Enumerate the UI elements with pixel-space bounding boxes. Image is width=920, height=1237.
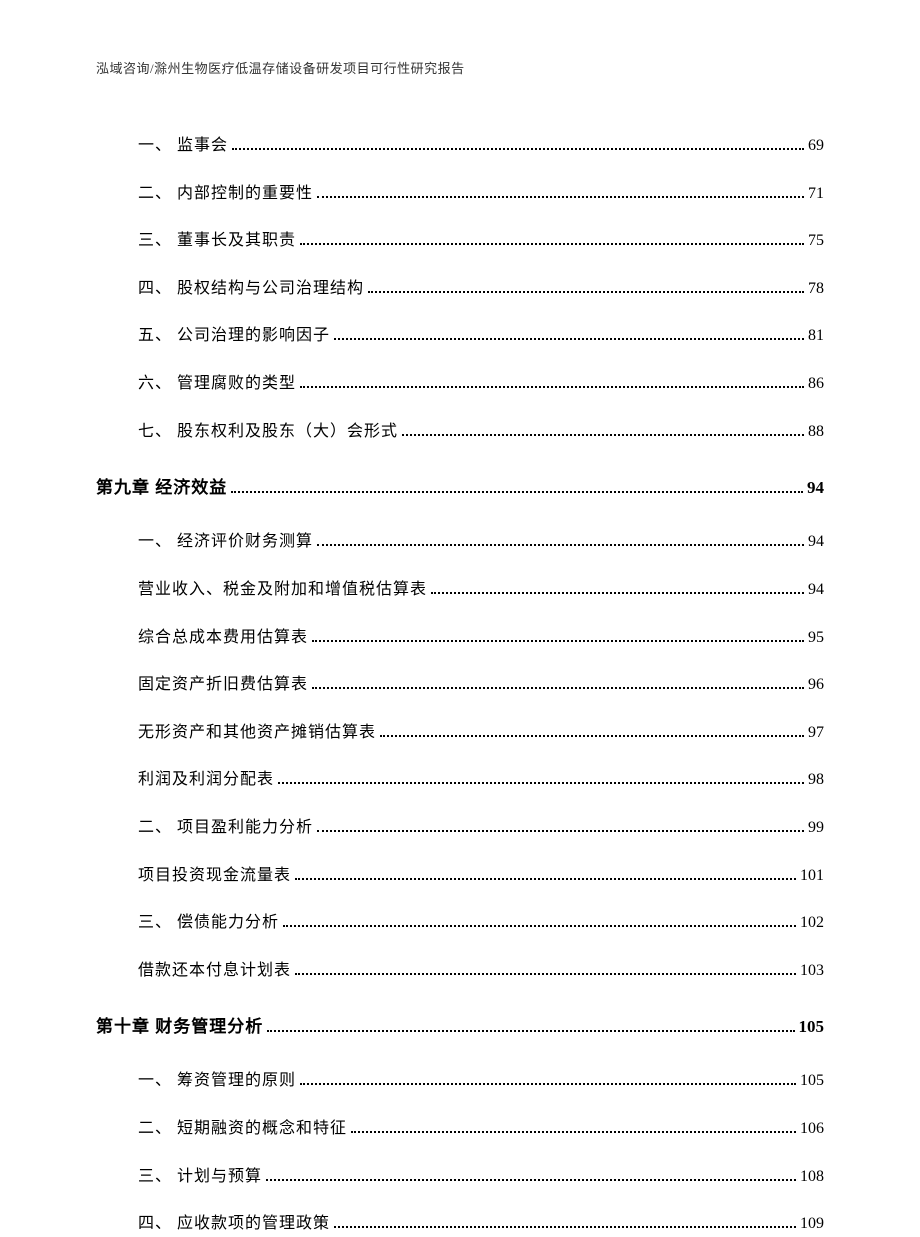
- toc-label: 一、 监事会: [138, 133, 228, 159]
- toc-leader-dots: [283, 925, 796, 927]
- toc-entry: 六、 管理腐败的类型 86: [96, 371, 824, 397]
- toc-page-number: 102: [800, 910, 824, 936]
- toc-leader-dots: [334, 338, 804, 340]
- toc-label: 借款还本付息计划表: [138, 958, 291, 984]
- toc-leader-dots: [317, 196, 804, 198]
- toc-leader-dots: [278, 782, 804, 784]
- toc-label: 无形资产和其他资产摊销估算表: [138, 720, 376, 746]
- toc-page-number: 69: [808, 133, 824, 159]
- toc-leader-dots: [312, 640, 804, 642]
- toc-label: 七、 股东权利及股东（大）会形式: [138, 419, 398, 445]
- document-header: 泓域咨询/滁州生物医疗低温存储设备研发项目可行性研究报告: [96, 58, 824, 77]
- toc-entry: 五、 公司治理的影响因子 81: [96, 323, 824, 349]
- toc-page-number: 71: [808, 181, 824, 207]
- toc-entry: 第九章 经济效益 94: [96, 474, 824, 501]
- toc-container: 一、 监事会 69 二、 内部控制的重要性 71 三、 董事长及其职责 75 四、 股权结构…: [96, 133, 824, 1237]
- toc-entry: 第十章 财务管理分析 105: [96, 1013, 824, 1040]
- toc-label: 项目投资现金流量表: [138, 863, 291, 889]
- toc-entry: 七、 股东权利及股东（大）会形式 88: [96, 419, 824, 445]
- toc-page-number: 95: [808, 625, 824, 651]
- toc-page-number: 94: [808, 529, 824, 555]
- toc-page-number: 97: [808, 720, 824, 746]
- toc-entry: 一、 监事会 69: [96, 133, 824, 159]
- toc-page-number: 94: [807, 474, 824, 501]
- toc-leader-dots: [368, 291, 804, 293]
- toc-page-number: 78: [808, 276, 824, 302]
- toc-entry: 无形资产和其他资产摊销估算表 97: [96, 720, 824, 746]
- toc-label: 六、 管理腐败的类型: [138, 371, 296, 397]
- toc-entry: 利润及利润分配表 98: [96, 767, 824, 793]
- toc-page-number: 103: [800, 958, 824, 984]
- toc-entry: 四、 应收款项的管理政策 109: [96, 1211, 824, 1237]
- toc-label: 利润及利润分配表: [138, 767, 274, 793]
- toc-label: 三、 计划与预算: [138, 1164, 262, 1190]
- toc-leader-dots: [267, 1030, 794, 1032]
- toc-page-number: 106: [800, 1116, 824, 1142]
- toc-label: 固定资产折旧费估算表: [138, 672, 308, 698]
- toc-label: 四、 应收款项的管理政策: [138, 1211, 330, 1237]
- toc-page-number: 105: [800, 1068, 824, 1094]
- toc-entry: 一、 经济评价财务测算 94: [96, 529, 824, 555]
- toc-page-number: 101: [800, 863, 824, 889]
- toc-leader-dots: [300, 243, 804, 245]
- toc-label: 一、 筹资管理的原则: [138, 1068, 296, 1094]
- toc-leader-dots: [295, 973, 796, 975]
- toc-page-number: 88: [808, 419, 824, 445]
- toc-entry: 借款还本付息计划表 103: [96, 958, 824, 984]
- toc-page-number: 94: [808, 577, 824, 603]
- toc-leader-dots: [295, 878, 796, 880]
- toc-page-number: 108: [800, 1164, 824, 1190]
- toc-label: 一、 经济评价财务测算: [138, 529, 313, 555]
- toc-leader-dots: [232, 148, 804, 150]
- toc-entry: 三、 董事长及其职责 75: [96, 228, 824, 254]
- toc-entry: 三、 计划与预算 108: [96, 1164, 824, 1190]
- toc-page-number: 75: [808, 228, 824, 254]
- toc-label: 五、 公司治理的影响因子: [138, 323, 330, 349]
- toc-entry: 项目投资现金流量表 101: [96, 863, 824, 889]
- toc-leader-dots: [402, 434, 804, 436]
- toc-label: 第十章 财务管理分析: [96, 1013, 263, 1040]
- toc-page-number: 98: [808, 767, 824, 793]
- toc-page-number: 96: [808, 672, 824, 698]
- toc-entry: 四、 股权结构与公司治理结构 78: [96, 276, 824, 302]
- toc-leader-dots: [312, 687, 804, 689]
- toc-entry: 三、 偿债能力分析 102: [96, 910, 824, 936]
- toc-label: 第九章 经济效益: [96, 474, 227, 501]
- toc-entry: 综合总成本费用估算表 95: [96, 625, 824, 651]
- toc-page-number: 99: [808, 815, 824, 841]
- toc-page-number: 86: [808, 371, 824, 397]
- toc-entry: 营业收入、税金及附加和增值税估算表 94: [96, 577, 824, 603]
- toc-label: 三、 偿债能力分析: [138, 910, 279, 936]
- toc-page-number: 105: [799, 1013, 825, 1040]
- toc-leader-dots: [380, 735, 804, 737]
- toc-label: 二、 短期融资的概念和特征: [138, 1116, 347, 1142]
- toc-entry: 固定资产折旧费估算表 96: [96, 672, 824, 698]
- toc-label: 二、 项目盈利能力分析: [138, 815, 313, 841]
- toc-label: 二、 内部控制的重要性: [138, 181, 313, 207]
- toc-entry: 一、 筹资管理的原则 105: [96, 1068, 824, 1094]
- toc-entry: 二、 项目盈利能力分析 99: [96, 815, 824, 841]
- toc-leader-dots: [431, 592, 804, 594]
- toc-page-number: 81: [808, 323, 824, 349]
- toc-leader-dots: [266, 1179, 796, 1181]
- toc-leader-dots: [317, 830, 804, 832]
- toc-label: 四、 股权结构与公司治理结构: [138, 276, 364, 302]
- toc-leader-dots: [300, 386, 804, 388]
- toc-page-number: 109: [800, 1211, 824, 1237]
- toc-label: 三、 董事长及其职责: [138, 228, 296, 254]
- toc-leader-dots: [351, 1131, 796, 1133]
- toc-label: 综合总成本费用估算表: [138, 625, 308, 651]
- toc-leader-dots: [231, 491, 803, 493]
- toc-leader-dots: [317, 544, 804, 546]
- toc-entry: 二、 短期融资的概念和特征 106: [96, 1116, 824, 1142]
- toc-entry: 二、 内部控制的重要性 71: [96, 181, 824, 207]
- toc-leader-dots: [334, 1226, 796, 1228]
- toc-label: 营业收入、税金及附加和增值税估算表: [138, 577, 427, 603]
- toc-leader-dots: [300, 1083, 796, 1085]
